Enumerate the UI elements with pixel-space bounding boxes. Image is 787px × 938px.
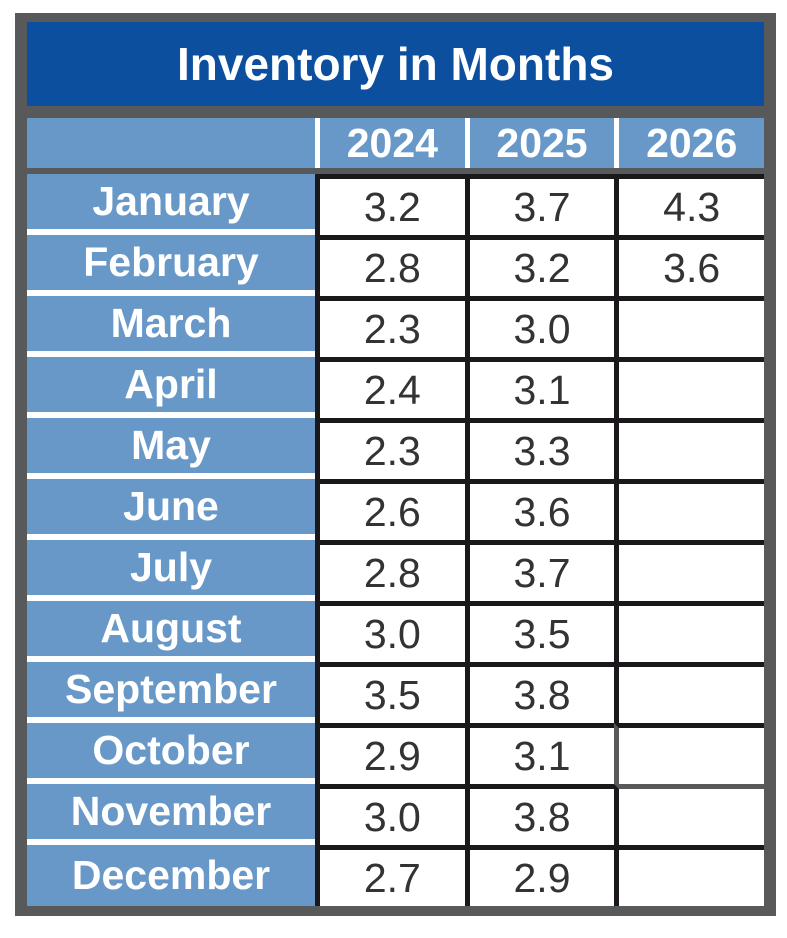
year-header: 2026 (614, 118, 765, 168)
month-label: February (27, 235, 315, 296)
value-cell (614, 540, 765, 601)
table-row: November 3.0 3.8 (27, 784, 765, 845)
table-title: Inventory in Months (177, 38, 614, 90)
value-cell (614, 845, 765, 906)
value-cell: 3.0 (315, 784, 465, 845)
month-label: August (27, 601, 315, 662)
year-header: 2024 (315, 118, 465, 168)
table-row: January 3.2 3.7 4.3 (27, 174, 765, 235)
month-label: March (27, 296, 315, 357)
value-cell: 3.7 (464, 540, 615, 601)
value-cell (614, 357, 765, 418)
value-cell: 3.5 (464, 601, 615, 662)
value-cell: 3.1 (464, 357, 615, 418)
month-label: December (27, 845, 315, 906)
value-cell: 3.7 (464, 174, 615, 235)
year-header: 2025 (464, 118, 615, 168)
header-spacer-cell (27, 118, 315, 168)
value-cell: 2.3 (315, 296, 465, 357)
value-cell: 2.3 (315, 418, 465, 479)
table-row: May 2.3 3.3 (27, 418, 765, 479)
value-cell: 2.7 (315, 845, 465, 906)
value-cell: 3.3 (464, 418, 615, 479)
value-cell (614, 296, 765, 357)
month-label: September (27, 662, 315, 723)
value-cell: 3.1 (464, 723, 615, 784)
value-cell: 3.0 (464, 296, 615, 357)
table-row: December 2.7 2.9 (27, 845, 765, 906)
value-cell: 3.2 (315, 174, 465, 235)
table-row: September 3.5 3.8 (27, 662, 765, 723)
value-cell (614, 784, 765, 845)
value-cell (614, 479, 765, 540)
table-row: March 2.3 3.0 (27, 296, 765, 357)
table-frame: Inventory in Months 2024 2025 2026 January… (15, 13, 776, 916)
value-cell: 2.8 (315, 235, 465, 296)
value-cell (614, 662, 765, 723)
month-label: July (27, 540, 315, 601)
value-cell: 3.6 (464, 479, 615, 540)
value-cell: 3.0 (315, 601, 465, 662)
value-cell: 3.5 (315, 662, 465, 723)
value-cell: 3.6 (614, 235, 765, 296)
table-row: July 2.8 3.7 (27, 540, 765, 601)
table-row: April 2.4 3.1 (27, 357, 765, 418)
table-row: October 2.9 3.1 (27, 723, 765, 784)
value-cell: 2.9 (315, 723, 465, 784)
value-cell: 4.3 (614, 174, 765, 235)
value-cell: 3.2 (464, 235, 615, 296)
value-cell: 2.8 (315, 540, 465, 601)
table-row: June 2.6 3.6 (27, 479, 765, 540)
value-cell (614, 418, 765, 479)
month-label: January (27, 174, 315, 235)
value-cell: 2.9 (464, 845, 615, 906)
value-cell: 2.6 (315, 479, 465, 540)
table-header-row: 2024 2025 2026 (27, 118, 765, 168)
month-label: May (27, 418, 315, 479)
table-row: February 2.8 3.2 3.6 (27, 235, 765, 296)
value-cell (614, 723, 765, 784)
value-cell: 2.4 (315, 357, 465, 418)
table-body: January 3.2 3.7 4.3 February 2.8 3.2 3.6 March 2.… (27, 174, 765, 906)
value-cell (614, 601, 765, 662)
month-label: April (27, 357, 315, 418)
value-cell: 3.8 (464, 784, 615, 845)
value-cell: 3.8 (464, 662, 615, 723)
table-row: August 3.0 3.5 (27, 601, 765, 662)
month-label: October (27, 723, 315, 784)
table-title-bar: Inventory in Months (27, 22, 764, 106)
month-label: June (27, 479, 315, 540)
month-label: November (27, 784, 315, 845)
